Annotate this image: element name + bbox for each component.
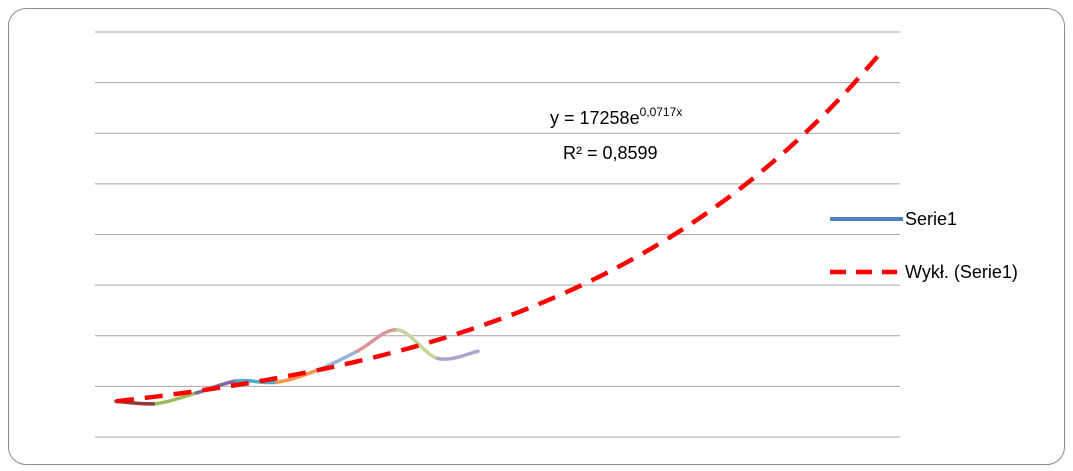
gridlines	[95, 31, 900, 438]
series-segment	[395, 328, 440, 361]
series-segment	[355, 328, 400, 353]
r-squared-label: R² = 0,8599	[563, 143, 658, 163]
legend: Serie1 Wykł. (Serie1)	[830, 209, 1018, 282]
series-trendline	[115, 51, 882, 404]
chart-frame	[8, 8, 1065, 465]
series-segment	[275, 368, 319, 384]
series-segment	[234, 378, 279, 385]
trendline-path	[115, 51, 882, 404]
legend-label-serie1: Serie1	[905, 209, 957, 229]
trendline-equation: y = 17258e0,0717x R² = 0,8599	[550, 105, 682, 163]
equation-label: y = 17258e0,0717x	[550, 105, 682, 128]
legend-item-serie1: Serie1	[830, 209, 957, 229]
legend-item-trendline: Wykł. (Serie1)	[830, 262, 1018, 282]
legend-label-trendline: Wykł. (Serie1)	[905, 262, 1018, 282]
series-segment	[154, 391, 199, 406]
series-serie1	[114, 328, 480, 406]
series-segment	[435, 349, 480, 361]
